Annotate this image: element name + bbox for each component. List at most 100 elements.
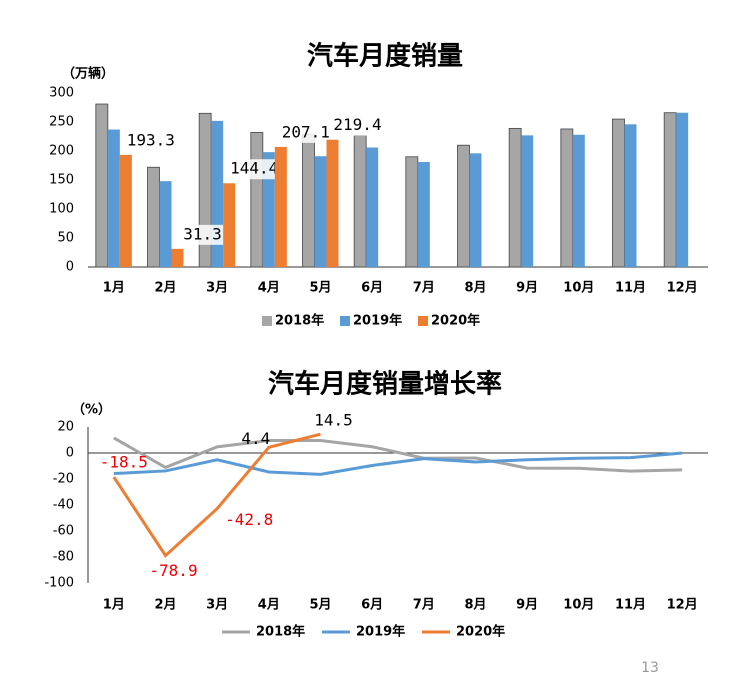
data-label: 193.3	[127, 130, 175, 149]
legend-label: 2019年	[356, 624, 405, 640]
x-tick-label: 9月	[516, 598, 538, 613]
bar	[572, 134, 585, 267]
unit-label: （%）	[72, 402, 111, 418]
bar	[274, 146, 287, 267]
x-tick-label: 9月	[516, 281, 538, 296]
x-tick-label: 5月	[309, 598, 331, 613]
bar	[326, 139, 339, 267]
y-tick-label: 0	[66, 260, 74, 275]
chart-title: 汽车月度销量	[307, 41, 463, 72]
bar	[469, 153, 482, 267]
x-tick-label: 6月	[361, 598, 383, 613]
y-tick-label: 150	[49, 173, 74, 188]
line-series	[113, 451, 683, 476]
bar	[107, 129, 120, 267]
y-tick-label: 0	[66, 446, 74, 461]
x-tick-label: 8月	[464, 598, 486, 613]
y-tick-label: -20	[53, 472, 74, 487]
bar	[314, 156, 327, 267]
bar	[223, 183, 236, 267]
data-label: -78.9	[149, 561, 197, 580]
legend-label: 2020年	[456, 624, 505, 640]
y-tick-label: 250	[49, 115, 74, 130]
x-tick-label: 11月	[615, 598, 646, 613]
data-label: -18.5	[100, 453, 148, 472]
x-tick-label: 7月	[413, 598, 435, 613]
line-series	[113, 436, 683, 473]
x-tick-label: 12月	[667, 281, 698, 296]
bar	[521, 135, 534, 267]
legend-label: 2018年	[275, 313, 324, 329]
x-tick-label: 4月	[258, 598, 280, 613]
bar	[457, 144, 470, 268]
line-series	[112, 432, 321, 558]
data-label: 219.4	[333, 115, 381, 134]
bar	[95, 103, 109, 268]
x-tick-label: 5月	[309, 281, 331, 296]
y-tick-label: 300	[49, 86, 74, 101]
x-tick-label: 1月	[103, 598, 125, 613]
x-tick-label: 1月	[103, 281, 125, 296]
bar	[417, 162, 430, 267]
bar	[508, 127, 522, 268]
legend-swatch	[418, 316, 428, 326]
data-label-bg	[127, 130, 174, 151]
chart-title: 汽车月度销量增长率	[268, 369, 502, 400]
y-tick-label: 100	[49, 202, 74, 217]
bar	[262, 152, 275, 267]
x-tick-label: 10月	[563, 598, 594, 613]
bar	[250, 132, 264, 268]
bar	[663, 112, 677, 268]
bar	[612, 118, 625, 268]
legend-swatch	[340, 316, 350, 326]
y-tick-label: -80	[53, 550, 74, 565]
data-label-bg	[179, 224, 226, 245]
bar	[560, 128, 574, 268]
unit-label: （万辆）	[62, 66, 114, 82]
x-tick-label: 8月	[464, 281, 486, 296]
x-tick-label: 4月	[258, 281, 280, 296]
data-label: -42.8	[225, 510, 273, 529]
bar	[302, 133, 315, 268]
data-label-bg	[231, 159, 278, 180]
bar	[147, 166, 160, 268]
data-label: 4.4	[241, 429, 270, 448]
x-tick-label: 6月	[361, 281, 383, 296]
page-number: 13	[641, 660, 659, 676]
y-tick-label: 200	[49, 144, 74, 159]
legend-swatch	[262, 316, 272, 326]
y-tick-label: -40	[53, 498, 74, 513]
x-tick-label: 11月	[615, 281, 646, 296]
x-tick-label: 7月	[413, 281, 435, 296]
data-label-bg	[282, 122, 329, 143]
x-tick-label: 3月	[206, 598, 228, 613]
x-tick-label: 12月	[667, 598, 698, 613]
x-tick-label: 10月	[563, 281, 594, 296]
legend-label: 2018年	[256, 624, 305, 640]
data-label: 31.3	[183, 224, 222, 243]
legend-label: 2020年	[431, 313, 480, 329]
y-tick-label: 20	[57, 420, 74, 435]
bar	[211, 120, 224, 267]
y-tick-label: -60	[53, 524, 74, 539]
bar	[159, 181, 172, 267]
x-tick-label: 2月	[154, 281, 176, 296]
bar	[353, 134, 367, 268]
bar	[171, 248, 184, 267]
bar	[366, 147, 379, 267]
bar	[676, 112, 689, 267]
data-label: 207.1	[282, 122, 330, 141]
x-tick-label: 2月	[154, 598, 176, 613]
legend-label: 2019年	[353, 313, 402, 329]
bar	[405, 156, 419, 268]
bar	[119, 154, 132, 267]
bar	[624, 124, 637, 267]
x-tick-label: 3月	[206, 281, 228, 296]
y-tick-label: -100	[44, 576, 74, 591]
data-label-bg	[334, 115, 381, 136]
data-label: 144.4	[230, 159, 278, 178]
y-tick-label: 50	[57, 231, 74, 246]
data-label: 14.5	[314, 411, 353, 430]
